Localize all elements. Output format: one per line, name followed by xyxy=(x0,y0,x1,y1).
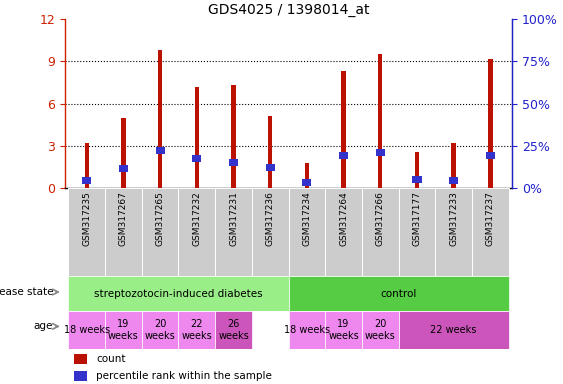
Text: disease state: disease state xyxy=(0,287,53,297)
Bar xyxy=(472,188,508,276)
Bar xyxy=(376,149,385,156)
Text: 22
weeks: 22 weeks xyxy=(181,319,212,341)
Bar xyxy=(252,188,289,276)
Text: GSM317235: GSM317235 xyxy=(82,191,91,246)
Text: 18 weeks: 18 weeks xyxy=(284,325,330,335)
Bar xyxy=(69,311,105,349)
Bar xyxy=(339,152,348,159)
Text: GSM317267: GSM317267 xyxy=(119,191,128,246)
Bar xyxy=(449,177,458,184)
Text: GSM317234: GSM317234 xyxy=(302,191,311,245)
Bar xyxy=(215,311,252,349)
Bar xyxy=(82,177,91,184)
Bar xyxy=(142,188,178,276)
Text: GSM317177: GSM317177 xyxy=(413,191,422,246)
Text: streptozotocin-induced diabetes: streptozotocin-induced diabetes xyxy=(94,289,263,299)
Text: 22 weeks: 22 weeks xyxy=(431,325,477,335)
Text: count: count xyxy=(96,354,126,364)
Bar xyxy=(289,311,325,349)
Bar xyxy=(142,311,178,349)
Bar xyxy=(488,59,493,188)
Bar xyxy=(119,165,128,172)
Bar xyxy=(289,188,325,276)
Text: percentile rank within the sample: percentile rank within the sample xyxy=(96,371,272,381)
Text: GSM317233: GSM317233 xyxy=(449,191,458,246)
Text: GSM317265: GSM317265 xyxy=(155,191,164,246)
Bar xyxy=(362,188,399,276)
Bar xyxy=(415,152,419,188)
Bar xyxy=(195,87,199,188)
Bar xyxy=(178,311,215,349)
Text: 20
weeks: 20 weeks xyxy=(145,319,176,341)
Bar xyxy=(412,176,422,183)
Text: 19
weeks: 19 weeks xyxy=(328,319,359,341)
Bar xyxy=(435,188,472,276)
Bar xyxy=(121,118,126,188)
Bar xyxy=(84,143,89,188)
Text: age: age xyxy=(34,321,53,331)
Bar xyxy=(158,50,162,188)
Bar xyxy=(105,311,142,349)
Bar xyxy=(178,188,215,276)
Bar xyxy=(268,116,272,188)
Bar xyxy=(105,188,142,276)
Bar xyxy=(155,147,165,154)
Text: GSM317237: GSM317237 xyxy=(486,191,495,246)
Bar xyxy=(452,143,456,188)
Bar xyxy=(192,155,202,162)
Bar xyxy=(305,163,309,188)
Text: GSM317236: GSM317236 xyxy=(266,191,275,246)
Text: GSM317232: GSM317232 xyxy=(193,191,202,245)
Bar xyxy=(399,311,508,349)
Text: GSM317231: GSM317231 xyxy=(229,191,238,246)
Text: 26
weeks: 26 weeks xyxy=(218,319,249,341)
Bar xyxy=(69,276,289,311)
Bar xyxy=(486,152,495,159)
Bar xyxy=(229,159,238,166)
Bar xyxy=(325,188,362,276)
Text: 19
weeks: 19 weeks xyxy=(108,319,139,341)
Text: control: control xyxy=(381,289,417,299)
Bar xyxy=(341,71,346,188)
Bar xyxy=(74,354,87,364)
Bar xyxy=(289,276,508,311)
Text: GSM317264: GSM317264 xyxy=(339,191,348,245)
Bar xyxy=(266,164,275,170)
Bar xyxy=(302,179,311,186)
Bar xyxy=(69,188,105,276)
Bar xyxy=(399,188,435,276)
Bar xyxy=(378,55,382,188)
Text: 18 weeks: 18 weeks xyxy=(64,325,110,335)
Bar xyxy=(74,371,87,381)
Bar xyxy=(231,85,236,188)
Bar xyxy=(215,188,252,276)
Text: 20
weeks: 20 weeks xyxy=(365,319,396,341)
Title: GDS4025 / 1398014_at: GDS4025 / 1398014_at xyxy=(208,3,369,17)
Bar xyxy=(362,311,399,349)
Bar xyxy=(325,311,362,349)
Text: GSM317266: GSM317266 xyxy=(376,191,385,246)
